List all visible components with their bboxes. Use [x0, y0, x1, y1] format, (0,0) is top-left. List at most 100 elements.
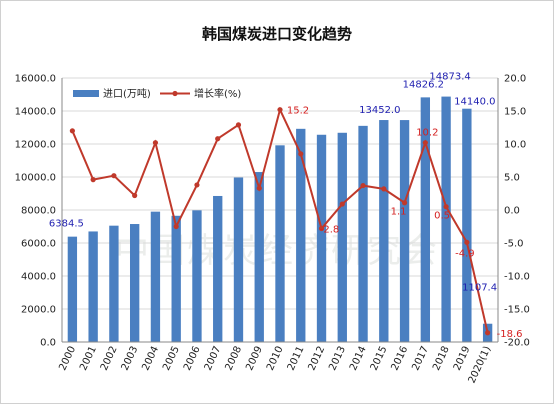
growth-point: [90, 177, 96, 183]
y-left-tick-label: 6000.0: [21, 239, 56, 250]
bar: [316, 134, 327, 342]
line-value-label: 1.1: [391, 207, 407, 218]
legend: 进口(万吨) 增长率(%): [73, 87, 241, 100]
bar: [171, 215, 181, 342]
line-value-label: 15.2: [287, 106, 309, 117]
legend-swatch-dot: [172, 90, 178, 97]
y-right-tick-label: 0.0: [504, 206, 520, 217]
y-left-tick-label: 12000.0: [15, 140, 56, 151]
growth-point: [277, 107, 283, 113]
x-tick-label: 2016: [390, 345, 411, 373]
x-tick-label: 2014: [348, 345, 369, 373]
y-left-tick-label: 2000.0: [21, 305, 56, 316]
x-tick-label: 2007: [203, 345, 224, 373]
x-tick-label: 2001: [78, 345, 99, 373]
x-tick-label: 2015: [369, 345, 390, 373]
bar: [275, 145, 285, 342]
growth-point: [111, 173, 117, 179]
growth-point: [69, 128, 75, 134]
line-value-label: 10.2: [416, 128, 438, 139]
growth-point: [256, 185, 262, 191]
x-tick-label: 2019: [452, 345, 473, 373]
y-right-tick-label: -15.0: [504, 305, 530, 316]
y-left-tick-label: 16000.0: [15, 74, 56, 85]
x-tick-label: 2010: [265, 345, 286, 373]
legend-swatch-bar: [73, 90, 99, 97]
bar-value-label: 13452.0: [359, 105, 400, 116]
bar: [462, 108, 472, 342]
bar: [213, 195, 223, 342]
line-value-label: -18.6: [497, 329, 523, 340]
growth-point: [318, 225, 325, 232]
bar-value-label: 14140.0: [454, 97, 495, 108]
line-value-label: -4.9: [455, 248, 475, 259]
growth-point: [422, 140, 428, 146]
y-right-tick-label: 15.0: [504, 107, 526, 118]
bar: [337, 132, 347, 342]
bar: [441, 96, 451, 342]
bar-value-label: 6384.5: [49, 219, 84, 230]
y-left-tick-label: 0.0: [40, 338, 56, 349]
x-tick-label: 2000: [57, 345, 78, 373]
y-left-tick-label: 8000.0: [21, 206, 56, 217]
x-tick-label: 2008: [223, 345, 244, 373]
growth-point: [464, 239, 470, 245]
bar: [254, 172, 264, 342]
bar: [399, 120, 410, 342]
bar: [192, 210, 202, 342]
bar-value-label: 1107.4: [462, 283, 497, 294]
bar: [109, 225, 119, 342]
bar-value-label: 14826.2: [403, 79, 444, 90]
growth-point: [132, 192, 138, 199]
y-left-tick-label: 10000.0: [15, 173, 56, 184]
x-tick-label: 2012: [307, 345, 328, 373]
bar: [67, 236, 78, 342]
x-tick-label: 2006: [182, 345, 203, 373]
y-right-tick-label: 20.0: [504, 74, 526, 85]
x-tick-label: 2017: [410, 345, 431, 373]
bar: [358, 125, 368, 342]
x-tick-label: 2018: [431, 345, 452, 373]
bar: [129, 224, 140, 342]
y-right-tick-label: -5.0: [504, 239, 524, 250]
y-right-tick-label: -10.0: [504, 272, 530, 283]
growth-point: [194, 182, 200, 188]
legend-label-line: 增长率(%): [194, 87, 241, 100]
legend-label-bar: 进口(万吨): [103, 87, 151, 100]
x-tick-label: 2009: [244, 345, 265, 373]
x-tick-label: 2004: [140, 345, 161, 373]
bar: [379, 120, 389, 343]
bar: [420, 97, 431, 342]
bar: [233, 177, 244, 342]
growth-point: [173, 223, 179, 230]
chart-title: 韩国煤炭进口变化趋势: [202, 25, 352, 43]
growth-point: [235, 122, 242, 128]
line-value-label: -2.8: [320, 224, 340, 235]
growth-point: [152, 140, 159, 146]
line-value-label: 0.5: [434, 211, 450, 222]
growth-point: [360, 182, 366, 189]
growth-point: [215, 136, 221, 142]
growth-point: [443, 204, 449, 210]
x-tick-label: 2003: [120, 345, 141, 373]
growth-point: [339, 201, 345, 207]
bar: [150, 211, 161, 342]
y-right-tick-label: 10.0: [504, 140, 526, 151]
x-tick-label: 2011: [286, 345, 307, 373]
y-left-tick-label: 4000.0: [21, 272, 56, 283]
x-tick-label: 2002: [99, 345, 120, 373]
line-series: [69, 106, 491, 336]
x-tick-label: 2013: [327, 345, 348, 373]
bar-series: [67, 96, 493, 343]
bar: [296, 128, 306, 342]
x-tick-label: 2005: [161, 345, 182, 373]
growth-point: [485, 330, 491, 336]
bar-value-label: 14873.4: [429, 72, 470, 83]
y-left-tick-label: 14000.0: [15, 107, 56, 118]
y-right-tick-label: -20.0: [504, 338, 530, 349]
growth-point: [401, 200, 408, 206]
y-right-tick-label: 5.0: [504, 173, 520, 184]
growth-point: [298, 151, 304, 157]
